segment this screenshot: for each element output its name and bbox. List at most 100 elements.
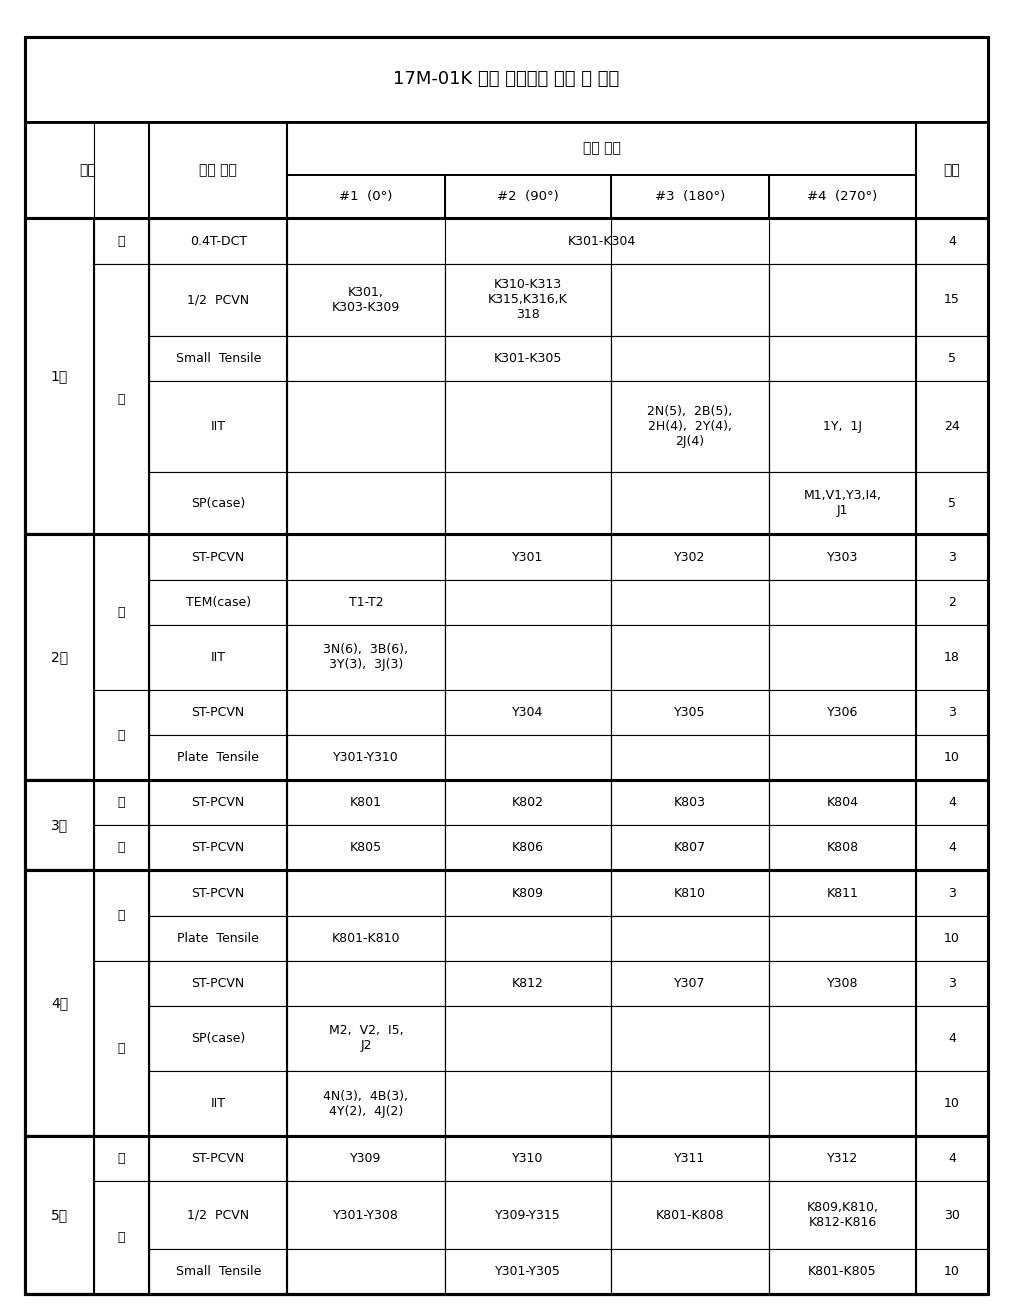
Text: Y310: Y310 <box>512 1153 543 1166</box>
Bar <box>444 472 611 534</box>
Bar <box>916 781 988 825</box>
Text: 18: 18 <box>944 651 959 664</box>
Text: 4: 4 <box>948 1153 956 1166</box>
Text: #1  (0°): #1 (0°) <box>339 190 393 203</box>
Bar <box>769 625 916 690</box>
Text: 1Y,  1J: 1Y, 1J <box>823 421 862 434</box>
Text: 4: 4 <box>948 1032 956 1045</box>
Bar <box>287 916 444 960</box>
Bar <box>287 337 444 381</box>
Bar <box>25 219 94 534</box>
Text: 시편 번호: 시편 번호 <box>583 141 621 156</box>
Bar <box>444 690 611 735</box>
Text: ST-PCVN: ST-PCVN <box>192 796 244 810</box>
Text: 3: 3 <box>948 977 956 990</box>
Bar <box>94 960 149 1136</box>
Text: 상: 상 <box>118 234 125 248</box>
Text: ST-PCVN: ST-PCVN <box>192 841 244 854</box>
Bar <box>444 916 611 960</box>
Bar <box>769 1136 916 1182</box>
Text: Y301-Y308: Y301-Y308 <box>333 1209 399 1222</box>
Bar <box>94 781 149 825</box>
Bar <box>149 960 287 1006</box>
Bar <box>769 781 916 825</box>
Bar <box>444 337 611 381</box>
Bar <box>149 219 287 263</box>
Text: 5: 5 <box>948 496 956 510</box>
Bar <box>149 534 287 579</box>
Text: 15: 15 <box>944 293 959 307</box>
Bar <box>149 781 287 825</box>
Bar <box>25 37 988 122</box>
Bar <box>916 735 988 781</box>
Text: Small  Tensile: Small Tensile <box>176 352 261 365</box>
Bar <box>287 1136 444 1182</box>
Bar <box>611 735 769 781</box>
Text: Y311: Y311 <box>675 1153 706 1166</box>
Text: 4단: 4단 <box>50 997 68 1010</box>
Text: 1/2  PCVN: 1/2 PCVN <box>187 293 249 307</box>
Bar <box>149 625 287 690</box>
Bar <box>769 870 916 916</box>
Bar <box>611 1072 769 1136</box>
Bar <box>916 1072 988 1136</box>
Text: IIT: IIT <box>211 651 225 664</box>
Text: 1단: 1단 <box>50 369 69 384</box>
Text: K809: K809 <box>512 887 544 900</box>
Bar <box>287 690 444 735</box>
Text: Small  Tensile: Small Tensile <box>176 1265 261 1279</box>
Bar <box>444 174 611 219</box>
Bar <box>287 263 444 337</box>
Bar <box>916 916 988 960</box>
Text: 상: 상 <box>118 605 125 618</box>
Text: 24: 24 <box>944 421 959 434</box>
Bar <box>149 825 287 870</box>
Bar <box>149 916 287 960</box>
Bar <box>444 625 611 690</box>
Bar <box>769 534 916 579</box>
Bar <box>149 381 287 472</box>
Text: K805: K805 <box>349 841 382 854</box>
Text: K812: K812 <box>512 977 544 990</box>
Bar <box>916 337 988 381</box>
Bar <box>94 690 149 781</box>
Text: IIT: IIT <box>211 421 225 434</box>
Bar <box>444 1006 611 1072</box>
Bar <box>611 337 769 381</box>
Text: 4: 4 <box>948 796 956 810</box>
Bar <box>611 1182 769 1250</box>
Text: 수량: 수량 <box>943 164 961 177</box>
Bar <box>149 1072 287 1136</box>
Bar <box>444 579 611 625</box>
Text: 10: 10 <box>944 1098 959 1110</box>
Bar <box>444 781 611 825</box>
Text: 3: 3 <box>948 887 956 900</box>
Text: K801-K805: K801-K805 <box>808 1265 877 1279</box>
Text: 2단: 2단 <box>50 650 68 664</box>
Text: Y304: Y304 <box>512 706 543 719</box>
Text: Y306: Y306 <box>827 706 858 719</box>
Bar <box>149 1136 287 1182</box>
Bar <box>287 219 916 263</box>
Bar <box>94 825 149 870</box>
Text: 하: 하 <box>118 1231 125 1244</box>
Text: 4: 4 <box>948 841 956 854</box>
Text: 상: 상 <box>118 796 125 810</box>
Bar <box>444 870 611 916</box>
Bar <box>287 825 444 870</box>
Text: #2  (90°): #2 (90°) <box>497 190 559 203</box>
Bar <box>287 1182 444 1250</box>
Bar <box>916 472 988 534</box>
Text: Plate  Tensile: Plate Tensile <box>178 931 260 945</box>
Text: 3: 3 <box>948 550 956 563</box>
Text: 2: 2 <box>948 596 956 609</box>
Bar <box>25 781 94 870</box>
Bar <box>444 381 611 472</box>
Text: 1/2  PCVN: 1/2 PCVN <box>187 1209 249 1222</box>
Text: 10: 10 <box>944 751 959 764</box>
Text: K802: K802 <box>512 796 544 810</box>
Bar <box>149 263 287 337</box>
Text: ST-PCVN: ST-PCVN <box>192 706 244 719</box>
Bar <box>916 219 988 263</box>
Bar <box>769 263 916 337</box>
